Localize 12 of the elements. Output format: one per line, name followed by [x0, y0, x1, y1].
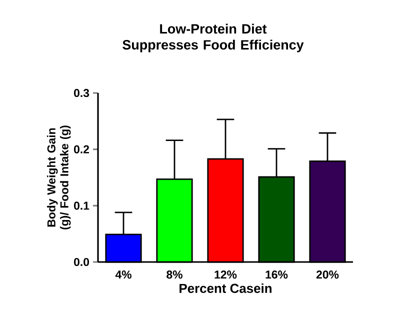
y-tick-label: 0.3: [74, 88, 90, 98]
y-tick-label: 0.1: [74, 202, 90, 210]
x-tick-label: 16%: [266, 270, 288, 279]
x-tick-label: 4%: [115, 270, 132, 279]
y-tick-label: 0.2: [74, 145, 90, 154]
x-tick-label: 12%: [214, 270, 237, 279]
x-axis-title: Percent Casein: [180, 283, 272, 293]
y-tick-label: 0.0: [74, 258, 90, 266]
y-axis-title: Body Weight Gain (g)/ Food Intake (g): [47, 126, 71, 230]
x-tick-label: 20%: [316, 270, 339, 279]
x-tick-label: 8%: [166, 270, 182, 279]
chart-title: Low-Protein Diet Suppresses Food Efficiency: [122, 24, 304, 52]
